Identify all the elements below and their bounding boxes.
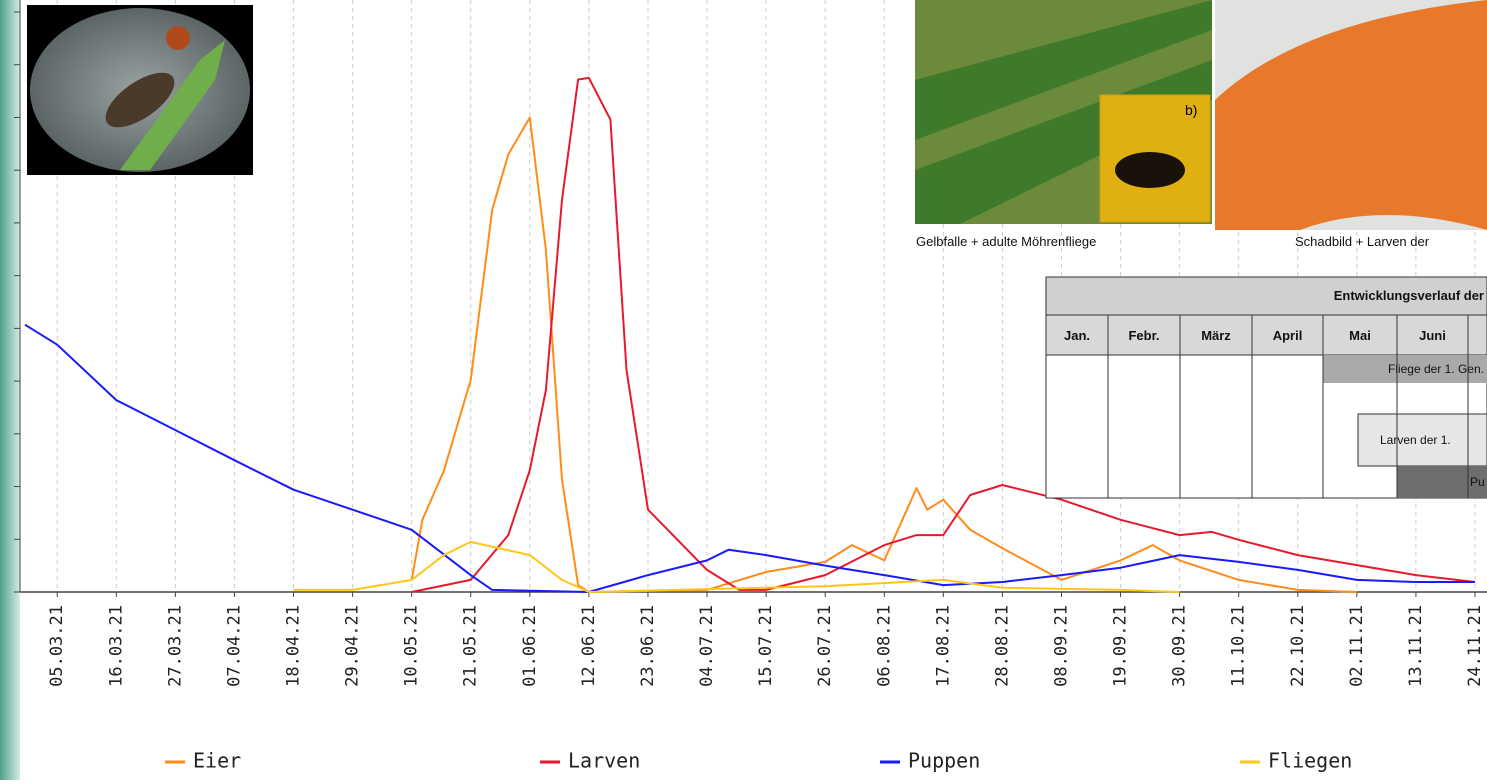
- x-tick-label: 21.05.21: [461, 605, 481, 687]
- legend-label: Eier: [193, 749, 241, 773]
- table-bar-label: Larven der 1.: [1380, 433, 1451, 447]
- photo-fly-head: [166, 26, 190, 50]
- legend-label: Fliegen: [1268, 749, 1352, 773]
- photo-field-rows: [915, 0, 1212, 224]
- table-month: April: [1273, 328, 1303, 343]
- legend-label: Puppen: [908, 749, 980, 773]
- table-month: Juni: [1419, 328, 1446, 343]
- x-tick-label: 08.09.21: [1051, 605, 1071, 687]
- photo-fly-body: [105, 72, 175, 128]
- x-tick-label: 04.07.21: [697, 605, 717, 687]
- x-tick-label: 02.11.21: [1347, 605, 1367, 687]
- table-bar: [1323, 355, 1487, 383]
- photo-caption: Schadbild + Larven der: [1295, 234, 1430, 249]
- table-bar: [1357, 413, 1487, 467]
- x-tick-label: 29.04.21: [343, 605, 363, 687]
- series-line: [24, 323, 1475, 593]
- x-tick-label: 23.06.21: [638, 605, 658, 687]
- x-tick-label: 10.05.21: [402, 605, 422, 687]
- x-tick-label: 30.09.21: [1170, 605, 1190, 687]
- series-line: [293, 540, 1180, 593]
- x-tick-label: 19.09.21: [1111, 605, 1131, 687]
- series-line: [410, 116, 1357, 593]
- table-month: Mai: [1349, 328, 1371, 343]
- x-tick-label: 06.08.21: [874, 605, 894, 687]
- side-strip: [0, 0, 20, 780]
- x-tick-label: 05.03.21: [47, 605, 67, 687]
- table-month: Febr.: [1128, 328, 1159, 343]
- table-month: Jan.: [1064, 328, 1090, 343]
- x-tick-label: 12.06.21: [579, 605, 599, 687]
- x-tick-label: 07.04.21: [224, 605, 244, 687]
- table-title: Entwicklungsverlauf der: [1334, 288, 1484, 303]
- x-tick-label: 16.03.21: [106, 605, 126, 687]
- x-tick-label: 13.11.21: [1406, 605, 1426, 687]
- table-month: März: [1201, 328, 1231, 343]
- x-tick-label: 18.04.21: [284, 605, 304, 687]
- x-tick-label: 17.08.21: [933, 605, 953, 687]
- x-tick-label: 27.03.21: [165, 605, 185, 687]
- photo-carrot-body: [1215, 0, 1487, 230]
- inset-label: b): [1185, 102, 1197, 118]
- table-bar: [1397, 466, 1487, 498]
- table-bar-label: Pu: [1470, 475, 1485, 489]
- legend-label: Larven: [568, 749, 640, 773]
- x-tick-label: 01.06.21: [520, 605, 540, 687]
- series-line: [411, 76, 1476, 593]
- photo-caption: Gelbfalle + adulte Möhrenfliege: [916, 234, 1096, 249]
- x-tick-label: 22.10.21: [1288, 605, 1308, 687]
- x-tick-label: 11.10.21: [1229, 605, 1249, 687]
- photo-leaf: [120, 40, 225, 170]
- x-tick-label: 28.08.21: [992, 605, 1012, 687]
- photo-inset-fly: [1115, 152, 1185, 188]
- table-month-row: [1045, 314, 1487, 356]
- x-tick-label: 26.07.21: [815, 605, 835, 687]
- x-tick-label: 15.07.21: [756, 605, 776, 687]
- x-tick-label: 24.11.21: [1465, 605, 1485, 687]
- table-bar-label: Fliege der 1. Gen.: [1388, 362, 1484, 376]
